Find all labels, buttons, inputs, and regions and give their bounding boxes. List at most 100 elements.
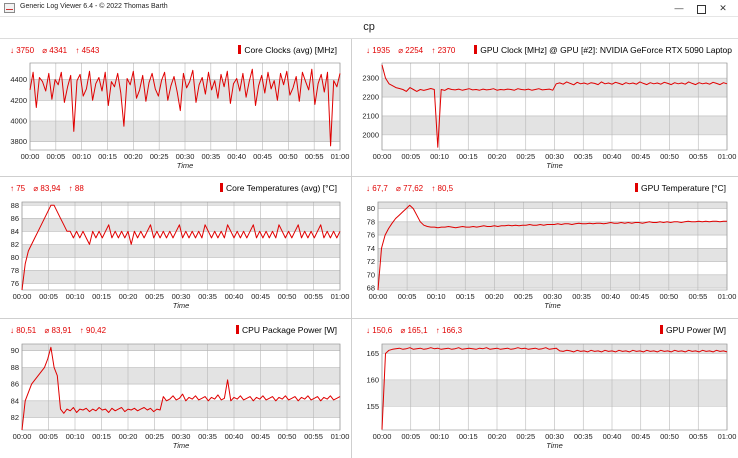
chart-title-text: Core Clocks (avg) [MHz] [244, 45, 337, 55]
chart-title-text: GPU Power [W] [666, 325, 726, 335]
x-tick-label: 01:00 [331, 292, 350, 301]
stat-min: ↓ 80,51 [10, 326, 37, 335]
x-tick-label: 00:40 [601, 292, 620, 301]
chart-title: Core Temperatures (avg) [°C] [220, 183, 337, 193]
stat-min: ↓ 150,6 [366, 326, 393, 335]
x-tick-label: 00:50 [660, 152, 679, 161]
x-tick-label: 00:50 [660, 432, 679, 441]
series-line [21, 346, 341, 431]
stats-readout: ↑ 75 ⌀ 83,94 ↑ 88 [10, 184, 90, 193]
chart-title: CPU Package Power [W] [236, 325, 337, 335]
row-divider [0, 318, 738, 319]
x-tick-label: 00:20 [485, 292, 504, 301]
stats-readout: ↓ 67,7 ⌀ 77,62 ↑ 80,5 [366, 184, 459, 193]
x-tick-label: 00:25 [514, 292, 533, 301]
x-tick-label: 00:05 [39, 432, 58, 441]
x-tick-label: 00:00 [21, 152, 40, 161]
x-tick-label: 00:45 [631, 152, 650, 161]
series-line [381, 64, 728, 148]
stats-readout: ↓ 1935 ⌀ 2254 ↑ 2370 [366, 46, 461, 55]
y-tick-label: 68 [367, 284, 375, 293]
y-tick-label: 82 [11, 240, 19, 249]
x-axis-label: Time [177, 161, 194, 170]
plot-frame [21, 201, 341, 291]
chart-plot: 76 78 80 82 84 86 88 00:00 00:05 00:10 00:15 00:20 0… [11, 201, 350, 310]
stat-min: ↓ 1935 [366, 46, 391, 55]
maximize-button[interactable] [690, 0, 712, 17]
close-button[interactable]: ✕ [719, 3, 727, 13]
x-tick-label: 00:30 [172, 432, 191, 441]
x-tick-label: 00:35 [201, 152, 220, 161]
x-tick-label: 00:50 [278, 292, 297, 301]
y-tick-label: 165 [366, 349, 379, 358]
x-tick-label: 00:25 [145, 292, 164, 301]
chart-plot: 2000 2100 2200 2300 00:00 00:05 00:10 00:15 00:2… [362, 62, 737, 170]
minimize-button[interactable]: — [674, 3, 684, 13]
chart-plot: 3800 4000 4200 4400 00:00 00:05 00:10 00:15 00:2… [10, 62, 349, 170]
x-tick-label: 01:00 [718, 292, 737, 301]
x-tick-label: 00:15 [92, 292, 111, 301]
x-tick-label: 00:10 [66, 432, 85, 441]
legend-swatch [238, 45, 242, 54]
chart-panel-gpu-temp: ↓ 67,7 ⌀ 77,62 ↑ 80,5 GPU Temperature [°… [352, 177, 738, 318]
chart-title-text: CPU Package Power [W] [242, 325, 337, 335]
y-tick-label: 80 [367, 204, 375, 213]
stat-avg: ⌀ 83,91 [44, 326, 72, 335]
x-tick-label: 00:35 [574, 152, 593, 161]
window-title: Generic Log Viewer 6.4 - © 2022 Thomas B… [20, 3, 168, 10]
x-tick-label: 00:05 [46, 152, 65, 161]
y-tick-label: 2300 [362, 74, 379, 83]
stat-max: ↑ 2370 [431, 46, 456, 55]
x-tick-label: 00:15 [92, 432, 111, 441]
x-tick-label: 00:10 [430, 432, 449, 441]
x-tick-label: 00:30 [545, 152, 564, 161]
x-tick-label: 00:15 [459, 432, 478, 441]
x-tick-label: 00:20 [488, 432, 507, 441]
x-tick-label: 00:00 [373, 432, 392, 441]
x-tick-label: 00:35 [574, 432, 593, 441]
x-tick-label: 00:30 [545, 432, 564, 441]
x-tick-label: 00:05 [401, 152, 420, 161]
stat-avg: ⌀ 165,1 [400, 326, 428, 335]
y-tick-label: 4200 [10, 96, 27, 105]
x-tick-label: 00:45 [630, 292, 649, 301]
x-tick-label: 00:40 [603, 152, 622, 161]
row-divider [0, 176, 738, 177]
legend-swatch [635, 183, 639, 192]
y-tick-label: 88 [11, 201, 19, 210]
x-axis-label: Time [546, 441, 563, 450]
x-tick-label: 00:15 [456, 292, 475, 301]
y-tick-label: 80 [11, 253, 19, 262]
chart-panel-gpu-clock: ↓ 1935 ⌀ 2254 ↑ 2370 GPU Clock [MHz] @ G… [352, 39, 738, 176]
y-tick-label: 2100 [362, 111, 379, 120]
x-tick-label: 00:20 [488, 152, 507, 161]
y-tick-label: 84 [11, 396, 19, 405]
y-tick-label: 74 [367, 244, 375, 253]
y-tick-label: 82 [11, 413, 19, 422]
chart-panel-core-temps: ↑ 75 ⌀ 83,94 ↑ 88 Core Temperatures (avg… [0, 177, 351, 318]
y-tick-label: 4400 [10, 75, 27, 84]
chart-title: Core Clocks (avg) [MHz] [238, 45, 337, 55]
x-tick-label: 01:00 [331, 432, 350, 441]
chart-title-text: Core Temperatures (avg) [°C] [226, 183, 337, 193]
x-tick-label: 01:00 [718, 152, 737, 161]
page-header: cp [0, 17, 738, 39]
chart-title-text: GPU Clock [MHz] @ GPU [#2]: NVIDIA GeFor… [480, 45, 732, 55]
x-axis-label: Time [546, 161, 563, 170]
legend-swatch [474, 45, 478, 54]
series-line [21, 204, 341, 291]
x-tick-label: 00:05 [39, 292, 58, 301]
stats-readout: ↓ 150,6 ⌀ 165,1 ↑ 166,3 [366, 326, 468, 335]
x-tick-label: 00:20 [124, 152, 143, 161]
y-tick-label: 86 [11, 214, 19, 223]
x-tick-label: 00:45 [251, 292, 270, 301]
chart-panel-cpu-package-power: ↓ 80,51 ⌀ 83,91 ↑ 90,42 CPU Package Powe… [0, 319, 351, 458]
x-tick-label: 00:05 [401, 432, 420, 441]
x-tick-label: 00:45 [253, 152, 272, 161]
chart-title-text: GPU Temperature [°C] [641, 183, 726, 193]
legend-swatch [220, 183, 224, 192]
x-tick-label: 00:55 [689, 432, 708, 441]
x-tick-label: 00:25 [145, 432, 164, 441]
x-tick-label: 00:20 [119, 292, 138, 301]
x-tick-label: 00:25 [150, 152, 169, 161]
